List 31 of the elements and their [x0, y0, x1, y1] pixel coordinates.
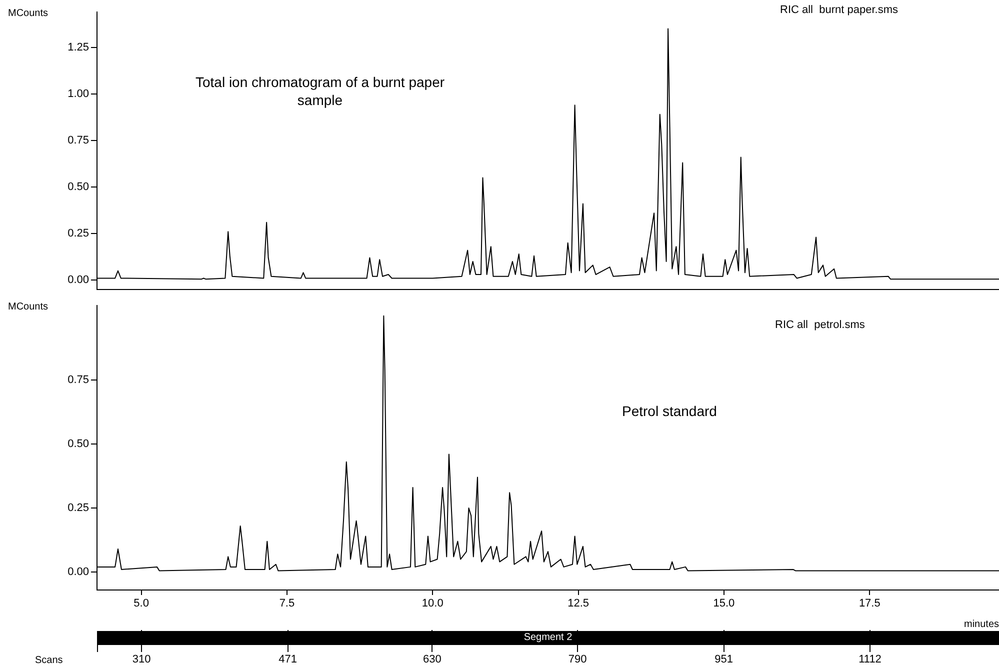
x-tick-label: 17.5 — [858, 598, 880, 610]
x-axis-title: minutes — [964, 618, 999, 630]
x-tick-label: 15.0 — [713, 598, 735, 610]
y-tick-label: 0.00 — [68, 274, 89, 286]
x2-tick-label: 310 — [132, 654, 151, 666]
annotation: RIC all petrol.sms — [775, 319, 866, 333]
segment-strip: Segment 2 — [97, 631, 999, 645]
y-tick-label: 1.25 — [68, 41, 89, 54]
x2-tick-label: 630 — [423, 654, 442, 666]
x-tick-label: 12.5 — [568, 598, 590, 610]
annotation: RIC all burnt paper.sms — [780, 4, 899, 18]
annotation: Petrol standard — [622, 403, 718, 420]
x2-tick-label: 471 — [278, 654, 297, 666]
x2-tick-label: 1112 — [858, 654, 882, 666]
y-tick-label: 0.00 — [68, 566, 89, 578]
x-tick-label: 5.0 — [134, 598, 149, 610]
x-tick-label: 10.0 — [422, 598, 444, 610]
y-tick-label: 0.75 — [68, 134, 89, 146]
x-tick-label: 7.5 — [279, 598, 295, 610]
y-tick-label: 0.50 — [68, 181, 89, 194]
y-axis-title: MCounts — [8, 8, 48, 19]
y-tick-label: 0.50 — [68, 438, 89, 450]
x2-axis-title: Scans — [35, 654, 63, 666]
y-tick-label: 0.75 — [68, 374, 89, 386]
y-tick-label: 0.25 — [68, 228, 89, 240]
annotation: Total ion chromatogram of a burnt paper sample — [194, 74, 446, 109]
x2-tick-label: 790 — [568, 654, 587, 666]
x2-tick-label: 951 — [714, 654, 733, 666]
y-tick-label: 1.00 — [68, 88, 89, 100]
y-tick-label: 0.25 — [68, 502, 89, 514]
y-axis-title: MCounts — [8, 301, 48, 312]
